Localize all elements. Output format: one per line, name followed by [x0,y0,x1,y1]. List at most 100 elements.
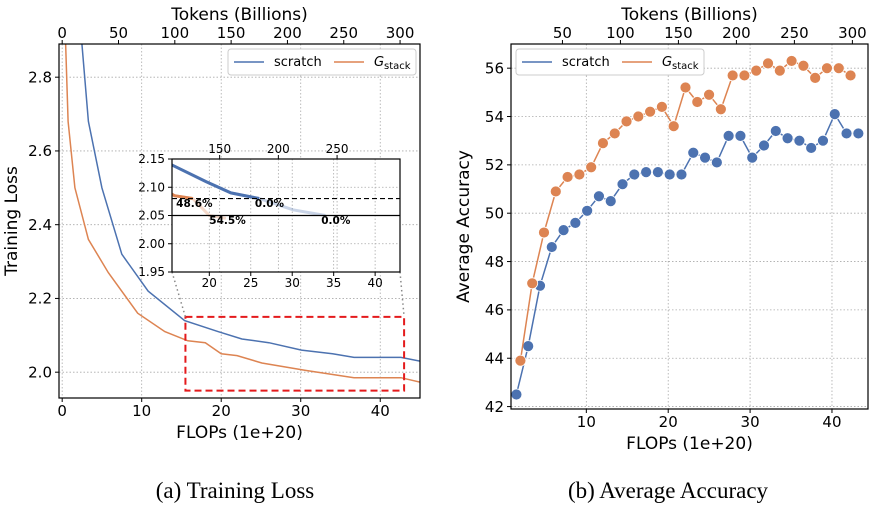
caption-b: (b) Average Accuracy [568,478,769,503]
top-x-tick-label: 50 [109,24,128,42]
data-point-scratch [581,204,594,217]
y-tick-label: 2.05 [138,209,165,223]
data-point-scratch [828,108,841,120]
data-point-scratch [675,168,688,181]
data-point-scratch [687,146,700,159]
y-axis-label: Average Accuracy [454,150,474,303]
data-point-scratch [557,224,570,237]
data-point-gstack [585,161,598,174]
inset-connector [171,271,187,318]
data-point-gstack [797,59,810,72]
legend-label-gstack: G [374,55,384,70]
inset-annotation: 48.6% [176,198,213,210]
y-tick-label: 2.4 [28,216,52,234]
data-point-gstack [549,185,562,198]
data-point-scratch [545,241,558,253]
data-point-gstack [750,64,763,77]
series-line-gstack [64,44,420,383]
data-point-scratch [734,129,747,142]
axes-frame [58,43,421,399]
x-tick-label: 30 [285,276,300,290]
data-point-gstack [762,57,774,70]
inset-series-scratch [172,163,260,200]
data-point-gstack [832,62,845,75]
data-point-gstack [785,55,798,67]
data-point-gstack [773,64,786,77]
x-tick-label: 20 [202,276,217,290]
data-point-scratch [616,178,629,191]
zoom-region-box [184,315,406,392]
data-point-gstack [620,115,633,128]
top-x-tick-label: 300 [386,24,415,42]
legend-box [227,48,417,76]
top-x-axis-label: Tokens (Billions) [620,5,757,25]
inset-annotation: 0.0% [255,198,285,210]
x-tick-label: 35 [326,276,341,290]
top-x-tick-label: 200 [267,142,290,156]
inset-series-gstack [172,192,193,200]
data-point-gstack [644,105,657,118]
top-x-tick-label: 50 [553,24,572,42]
data-point-gstack [679,81,692,94]
legend-box [515,48,705,76]
average-accuracy-chart: 10 20 30 40 42 44 46 48 50 52 54 56 50 100 150 200 250 30… [454,5,869,454]
y-tick-label: 1.95 [138,265,165,279]
legend-label-gstack-sub: stack [384,61,411,72]
y-tick-label: 50 [485,204,504,222]
y-tick-label: 2.0 [28,363,52,381]
data-point-gstack [526,277,539,290]
x-tick-label: 30 [291,402,310,420]
x-tick-label: 40 [822,413,841,431]
inset-annotation: 54.5% [209,215,246,227]
data-point-scratch [793,134,806,147]
y-tick-label: 52 [485,156,504,174]
x-tick-label: 25 [243,276,258,290]
data-point-scratch [604,195,617,208]
data-point-scratch [593,190,605,203]
legend-label-gstack: G [662,55,672,70]
top-x-tick-label: 0 [57,24,67,42]
training-loss-chart: 0 10 20 30 40 2.0 2.2 2.4 2.6 2.8 0 50 100 150 200 250 3… [2,5,421,443]
data-point-scratch [628,168,641,181]
data-point-gstack [667,120,680,133]
top-x-tick-label: 100 [160,24,189,42]
y-tick-label: 2.10 [138,180,165,194]
data-point-gstack [656,100,668,113]
data-point-scratch [510,388,523,401]
x-tick-label: 20 [659,413,678,431]
axes-frame [171,158,401,273]
data-point-scratch [746,151,759,164]
data-point-gstack [714,103,727,116]
data-point-scratch [852,127,865,140]
data-point-scratch [699,151,711,164]
y-tick-label: 2.00 [138,237,165,251]
legend-label-gstack-sub: stack [672,61,699,72]
top-x-tick-label: 300 [838,24,867,42]
top-x-tick-label: 150 [664,24,693,42]
data-point-gstack [608,127,621,140]
data-point-scratch [640,166,653,179]
data-point-gstack [691,96,704,108]
y-tick-label: 2.2 [28,290,52,308]
x-axis-label: FLOPs (1e+20) [626,434,753,454]
y-tick-label: 42 [485,398,504,416]
data-point-scratch [569,216,582,229]
top-x-tick-label: 200 [273,24,302,42]
x-tick-label: 10 [577,413,596,431]
caption-a: (a) Training Loss [156,478,315,503]
data-point-gstack [514,354,527,367]
y-tick-label: 54 [485,108,504,126]
data-point-gstack [821,62,833,75]
data-point-scratch [805,142,818,154]
x-tick-label: 30 [741,413,760,431]
y-tick-label: 56 [485,59,504,77]
legend-label-scratch: scratch [562,55,610,70]
data-point-gstack [738,69,751,82]
y-tick-label: 2.6 [28,142,52,160]
top-x-tick-label: 150 [217,24,246,42]
data-point-scratch [769,125,782,137]
data-point-gstack [809,71,822,84]
data-point-scratch [817,134,829,147]
series-line-scratch [81,44,420,362]
inset-chart: 20 25 30 35 40 1.95 2.00 2.05 2.10 2.15 150 200 250 4… [138,142,401,290]
